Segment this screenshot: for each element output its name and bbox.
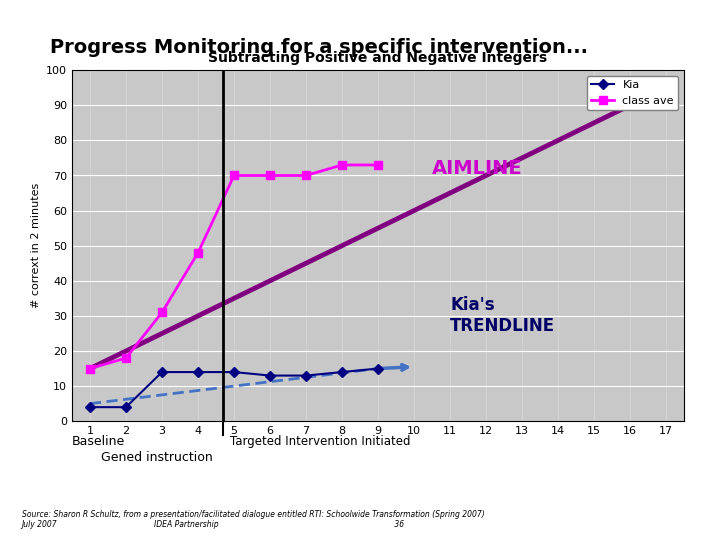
class ave <box>122 355 130 361</box>
Text: Baseline: Baseline <box>72 435 125 448</box>
Text: Unsuccessful Intervention !!: Unsuccessful Intervention !! <box>368 454 654 472</box>
Kia <box>158 369 166 375</box>
Kia <box>266 373 274 379</box>
Kia <box>122 404 130 410</box>
Line: class ave: class ave <box>86 161 382 373</box>
Text: Source: Sharon R Schultz, from a presentation/facilitated dialogue entitled RTI:: Source: Sharon R Schultz, from a present… <box>22 510 485 529</box>
class ave <box>194 249 202 256</box>
Kia <box>302 373 310 379</box>
Line: Kia: Kia <box>86 365 382 410</box>
class ave <box>266 172 274 179</box>
Text: AIMLINE: AIMLINE <box>432 159 523 178</box>
Y-axis label: # corrext in 2 minutes: # corrext in 2 minutes <box>30 183 40 308</box>
Kia <box>86 404 94 410</box>
Text: Gened instruction: Gened instruction <box>101 451 212 464</box>
class ave <box>338 161 346 168</box>
class ave <box>302 172 310 179</box>
class ave <box>230 172 238 179</box>
Kia <box>374 365 382 372</box>
Title: Subtracting Positive and Negative Integers: Subtracting Positive and Negative Intege… <box>208 51 548 65</box>
Text: Targeted Intervention Initiated: Targeted Intervention Initiated <box>230 435 411 448</box>
Kia <box>230 369 238 375</box>
Legend: Kia, class ave: Kia, class ave <box>587 76 678 110</box>
Kia <box>194 369 202 375</box>
Text: Kia's
TRENDLINE: Kia's TRENDLINE <box>450 296 555 335</box>
Text: Progress Monitoring for a specific intervention...: Progress Monitoring for a specific inter… <box>50 38 588 57</box>
class ave <box>158 309 166 315</box>
class ave <box>374 161 382 168</box>
Kia <box>338 369 346 375</box>
class ave <box>86 365 94 372</box>
